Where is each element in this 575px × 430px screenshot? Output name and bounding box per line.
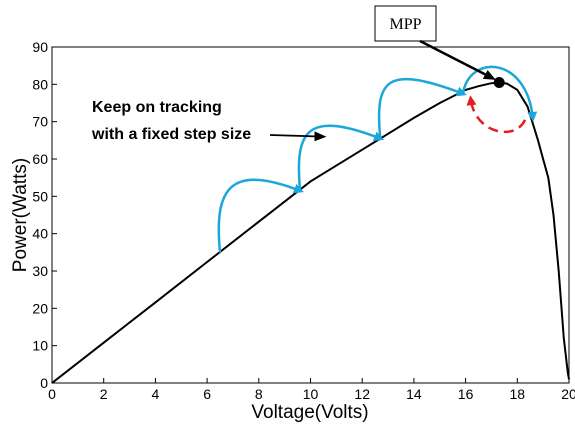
x-tick-label: 18 [510,386,526,402]
tracking-text-line1: Keep on tracking [92,99,222,116]
mpp-point [493,76,505,88]
y-tick-label: 40 [32,226,48,242]
mpp-label: MPP [389,16,421,33]
x-tick-label: 16 [458,386,474,402]
tracking-text-line2: with a fixed step size [91,126,251,143]
reverse-step-arc [466,95,527,134]
x-tick-label: 4 [152,386,160,402]
y-tick-label: 50 [32,188,48,204]
plot-frame [51,46,570,384]
x-tick-label: 2 [100,386,108,402]
y-tick-label: 0 [40,375,48,391]
y-tick-label: 60 [32,151,48,167]
x-tick-label: 20 [561,386,575,402]
step-arc-arrow [297,124,385,191]
x-tick-label: 0 [48,386,56,402]
y-ticks: 0 10 20 30 40 50 60 70 80 90 [32,39,57,391]
step-arcs [217,65,538,253]
tracking-pointer-arrow [269,131,327,142]
mpp-pointer-arrow [419,39,496,80]
y-tick-label: 10 [32,338,48,354]
y-tick-label: 30 [32,263,48,279]
x-tick-label: 6 [203,386,211,402]
y-tick-label: 70 [32,114,48,130]
step-arc-arrow [461,65,538,122]
mpp-label-box [374,5,437,42]
x-tick-label: 14 [406,386,422,402]
x-axis-label: Voltage(Volts) [251,402,368,423]
step-arc-arrow [377,77,467,139]
x-ticks: 0 2 4 6 8 10 12 14 16 18 20 [48,378,575,402]
y-tick-label: 20 [32,300,48,316]
y-axis-label: Power(Watts) [10,158,31,272]
x-tick-label: 12 [354,386,370,402]
x-tick-label: 8 [255,386,263,402]
x-tick-label: 10 [303,386,319,402]
y-tick-label: 80 [32,76,48,92]
y-tick-label: 90 [32,39,48,55]
step-arc-arrow [217,178,304,253]
